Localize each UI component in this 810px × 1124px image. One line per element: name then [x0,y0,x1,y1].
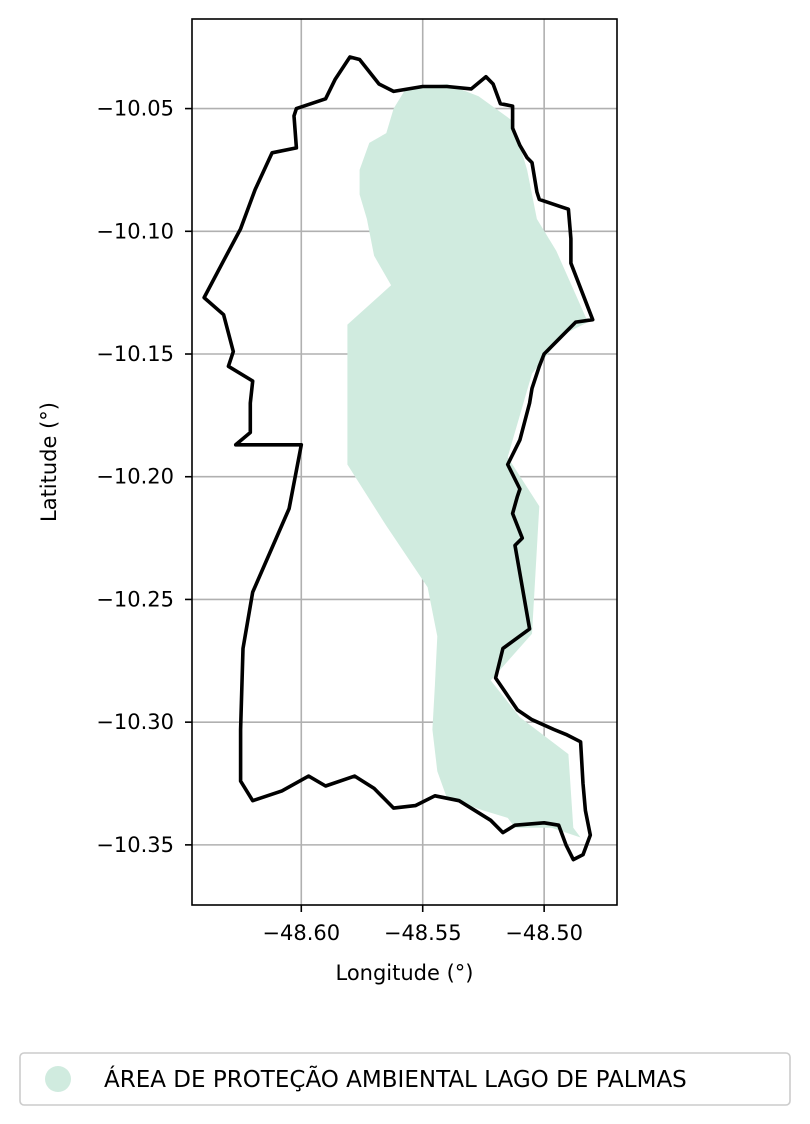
y-tick-label: −10.10 [96,219,174,243]
legend-marker [45,1066,71,1092]
y-tick-label: −10.30 [96,710,174,734]
y-tick-label: −10.20 [96,465,174,489]
axis-ticks: −48.60 −48.55 −48.50 −10.05 −10.10 −10.15 −10.… [96,97,583,945]
x-axis-label: Longitude (°) [335,961,473,985]
y-axis-label: Latitude (°) [37,402,61,522]
legend-label: ÁREA DE PROTEÇÃO AMBIENTAL LAGO DE PALMA… [104,1065,687,1093]
protected-area-polygon [347,84,588,838]
y-tick-label: −10.15 [96,342,174,366]
x-tick-label: −48.50 [505,921,583,945]
plot-frame [191,18,618,906]
x-tick-label: −48.55 [384,921,462,945]
municipality-boundary-line [202,55,595,862]
y-tick-label: −10.35 [96,833,174,857]
legend-box [19,1052,791,1106]
x-tick-label: −48.60 [262,921,340,945]
y-tick-label: −10.05 [96,97,174,121]
y-tick-label: −10.25 [96,587,174,611]
legend: ÁREA DE PROTEÇÃO AMBIENTAL LAGO DE PALMA… [19,1052,791,1106]
